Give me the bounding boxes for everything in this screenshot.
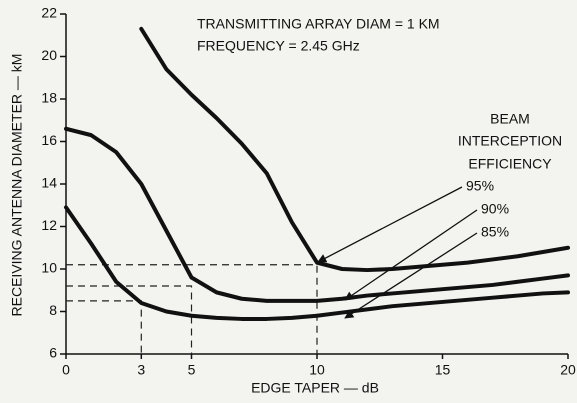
legend-label: 95% xyxy=(466,178,494,194)
y-tick-label: 20 xyxy=(41,47,57,63)
line xyxy=(64,126,570,303)
line xyxy=(139,26,570,273)
x-axis-label: EDGE TAPER — dB xyxy=(251,380,379,396)
y-tick-label: 10 xyxy=(41,260,57,276)
legend-label: 90% xyxy=(481,201,509,217)
y-tick-label: 14 xyxy=(41,175,57,191)
x-tick-label: 5 xyxy=(188,362,196,378)
line xyxy=(64,205,570,321)
reference-line xyxy=(66,285,193,354)
legend-arrow xyxy=(344,232,478,319)
legend-arrow xyxy=(344,209,478,301)
x-tick-label: 0 xyxy=(62,362,70,378)
legend-title: INTERCEPTION xyxy=(458,133,562,149)
x-tick-label: 15 xyxy=(435,362,451,378)
y-tick-label: 16 xyxy=(41,132,57,148)
y-tick-label: 18 xyxy=(41,90,57,106)
x-tick-label: 10 xyxy=(309,362,325,378)
y-tick-label: 8 xyxy=(49,302,57,318)
legend-label: 85% xyxy=(481,224,509,240)
y-tick-label: 22 xyxy=(41,5,57,21)
annotation: FREQUENCY = 2.45 GHz xyxy=(197,38,360,54)
reference-line xyxy=(66,300,142,354)
y-axis-label: RECEIVING ANTENNA DIAMETER — kM xyxy=(9,54,25,317)
legend-title: BEAM xyxy=(490,111,530,127)
y-tick-label: 12 xyxy=(41,217,57,233)
x-tick-label: 20 xyxy=(560,362,576,378)
x-tick-label: 3 xyxy=(137,362,145,378)
y-tick-label: 6 xyxy=(49,345,57,361)
legend-arrow xyxy=(317,186,463,263)
legend-title: EFFICIENCY xyxy=(468,156,552,172)
annotation: TRANSMITTING ARRAY DIAM = 1 KM xyxy=(197,16,440,32)
